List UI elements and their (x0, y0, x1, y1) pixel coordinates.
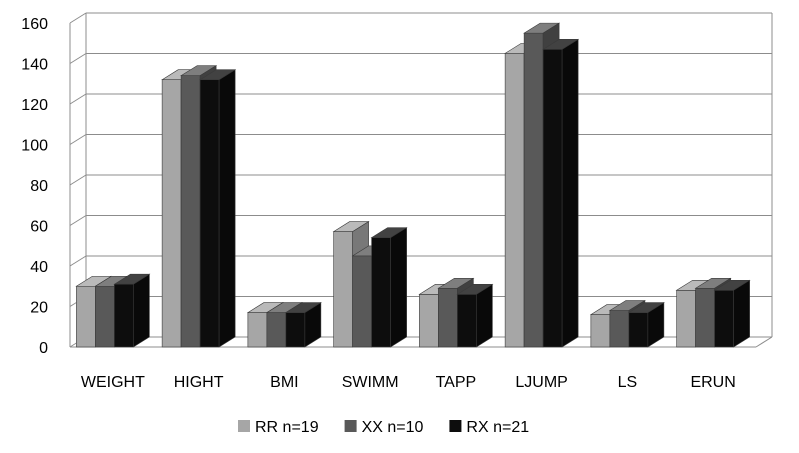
y-tick-label: 20 (30, 300, 48, 317)
bar-front (161, 79, 182, 348)
bars (75, 22, 751, 348)
bar-front (676, 289, 696, 348)
bar (370, 227, 408, 348)
bar-front (714, 289, 734, 348)
bar-side (133, 273, 150, 348)
legend-item: RX n=21 (449, 419, 529, 436)
y-tick-label: 120 (21, 97, 48, 114)
x-category-label: LS (618, 374, 638, 391)
y-tick-label: 0 (39, 340, 48, 357)
x-category-label: SWIMM (342, 374, 399, 391)
x-category-labels: WEIGHT HIGHT BMI SWIMM TAPP LJUMP LS ERUN (81, 374, 736, 391)
x-category-label: BMI (270, 374, 298, 391)
gridline-side (69, 93, 87, 105)
bar (713, 279, 751, 348)
bar-front (371, 237, 391, 348)
legend-item: RR n=19 (238, 419, 319, 436)
x-category-label: ERUN (690, 374, 735, 391)
bar (627, 302, 665, 348)
x-category-label: LJUMP (515, 374, 567, 391)
gridline-side (69, 12, 87, 24)
bar-front (352, 255, 372, 348)
bar-side (476, 283, 493, 348)
y-tick-label: 160 (21, 16, 48, 33)
bar-front (95, 285, 115, 348)
gridline-side (69, 255, 87, 267)
bar-side (218, 69, 236, 348)
bar (542, 38, 580, 348)
gridline-side (69, 215, 87, 226)
floor-right-edge (755, 336, 773, 348)
y-tick-label: 40 (30, 259, 48, 276)
bar-front (628, 312, 649, 348)
legend-swatch (344, 420, 357, 432)
bar (284, 302, 322, 348)
bar-front (590, 314, 611, 348)
legend-label: XX n=10 (362, 419, 424, 436)
bar-side (733, 279, 750, 348)
legend-label: RX n=21 (466, 419, 529, 436)
bar-side (561, 38, 579, 348)
y-tick-label: 60 (30, 219, 48, 236)
bar-front (247, 312, 268, 348)
bar-front (419, 294, 439, 348)
bar-front (438, 287, 458, 348)
bar-front (504, 53, 525, 348)
bar-front (114, 283, 134, 348)
bar (199, 69, 237, 348)
bar-front (523, 32, 544, 348)
legend: RR n=19 XX n=10 RX n=21 (238, 419, 529, 436)
legend-label: RR n=19 (255, 419, 319, 436)
y-tick-label: 140 (21, 57, 48, 74)
bar-side (304, 302, 322, 348)
bar-front (333, 231, 353, 348)
bar-front (457, 294, 477, 348)
y-tick-labels: 0 20 40 60 80 100 120 140 160 (21, 16, 48, 357)
legend-swatch (238, 420, 250, 432)
bar-front (199, 79, 220, 348)
bar (456, 283, 494, 348)
bar-front (76, 285, 96, 348)
bar-front (542, 49, 563, 348)
x-category-label: TAPP (436, 374, 477, 391)
x-category-label: HIGHT (174, 374, 224, 391)
bar-front (609, 310, 630, 348)
gridline-side (69, 174, 87, 186)
gridline-side (69, 134, 87, 145)
legend-item: XX n=10 (344, 419, 424, 436)
gridline-side (69, 53, 87, 64)
bar-front (285, 312, 306, 348)
y-tick-label: 80 (30, 178, 48, 195)
legend-swatch (449, 420, 462, 432)
bar (113, 273, 151, 348)
bar-side (647, 302, 665, 348)
bar-front (180, 75, 201, 348)
bar-front (266, 312, 287, 348)
bar-side (390, 227, 407, 348)
y-tick-label: 100 (21, 138, 48, 155)
x-category-label: WEIGHT (81, 374, 145, 391)
bar-front (695, 287, 715, 348)
